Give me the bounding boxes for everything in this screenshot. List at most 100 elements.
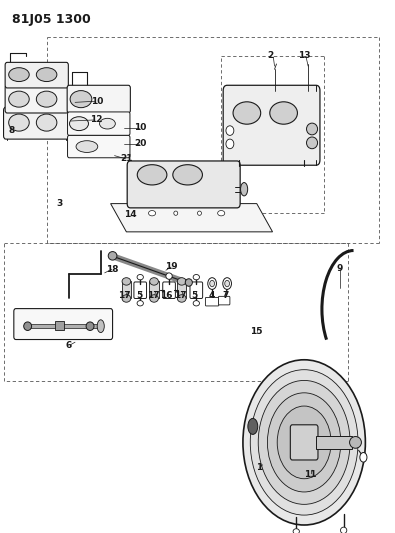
Ellipse shape [208, 278, 216, 289]
Text: 7: 7 [223, 291, 229, 300]
Text: 5: 5 [191, 291, 198, 300]
Ellipse shape [193, 301, 199, 306]
Ellipse shape [270, 102, 297, 124]
FancyBboxPatch shape [5, 62, 68, 88]
Circle shape [277, 406, 331, 479]
Text: 17: 17 [147, 291, 160, 300]
Text: 12: 12 [90, 116, 103, 124]
FancyBboxPatch shape [223, 85, 320, 165]
Ellipse shape [293, 529, 299, 533]
FancyBboxPatch shape [68, 112, 130, 135]
Bar [316, 436, 352, 449]
Bar [24, 324, 97, 328]
Text: 2: 2 [267, 52, 274, 60]
Ellipse shape [360, 453, 367, 462]
Ellipse shape [225, 280, 229, 287]
Circle shape [243, 360, 365, 525]
Ellipse shape [307, 137, 318, 149]
FancyBboxPatch shape [5, 85, 68, 113]
FancyBboxPatch shape [127, 161, 240, 208]
Text: 18: 18 [106, 265, 119, 273]
Text: 20: 20 [134, 140, 147, 148]
Ellipse shape [226, 126, 234, 135]
Text: 6: 6 [66, 341, 72, 350]
Text: 13: 13 [298, 52, 310, 60]
Bar [149, 281, 159, 298]
Text: 3: 3 [56, 199, 62, 208]
Text: 9: 9 [337, 264, 343, 272]
Text: 81J05 1300: 81J05 1300 [12, 13, 90, 26]
Ellipse shape [137, 301, 143, 306]
FancyBboxPatch shape [4, 107, 70, 139]
Ellipse shape [307, 123, 318, 135]
Text: 21: 21 [120, 155, 133, 163]
FancyBboxPatch shape [134, 282, 147, 298]
Ellipse shape [36, 91, 57, 107]
Text: 10: 10 [134, 124, 147, 132]
Ellipse shape [122, 278, 131, 285]
FancyBboxPatch shape [218, 296, 230, 305]
FancyBboxPatch shape [67, 85, 130, 113]
Ellipse shape [9, 68, 29, 82]
Ellipse shape [137, 274, 143, 280]
Ellipse shape [9, 114, 29, 131]
Ellipse shape [137, 165, 167, 185]
Text: 15: 15 [250, 327, 263, 336]
Ellipse shape [248, 418, 258, 434]
FancyBboxPatch shape [163, 282, 175, 298]
Ellipse shape [150, 278, 158, 285]
Bar [122, 281, 131, 298]
Ellipse shape [70, 91, 92, 108]
Ellipse shape [350, 437, 361, 448]
Ellipse shape [149, 211, 156, 216]
FancyBboxPatch shape [14, 309, 113, 340]
Ellipse shape [97, 320, 104, 333]
Text: 14: 14 [124, 210, 137, 219]
Ellipse shape [86, 322, 94, 330]
Ellipse shape [36, 114, 57, 131]
Ellipse shape [218, 211, 225, 216]
FancyBboxPatch shape [190, 282, 203, 298]
Ellipse shape [70, 117, 88, 131]
Ellipse shape [173, 165, 202, 185]
Circle shape [250, 370, 358, 515]
Ellipse shape [76, 141, 98, 152]
Ellipse shape [122, 295, 131, 302]
Ellipse shape [185, 279, 192, 286]
FancyBboxPatch shape [205, 297, 219, 306]
Ellipse shape [223, 278, 231, 289]
Text: 11: 11 [304, 470, 316, 479]
Text: 8: 8 [9, 126, 15, 134]
Ellipse shape [226, 139, 234, 149]
Ellipse shape [166, 273, 172, 279]
Ellipse shape [108, 252, 117, 260]
Ellipse shape [177, 278, 186, 285]
FancyBboxPatch shape [290, 425, 318, 460]
Text: 5: 5 [136, 291, 142, 300]
Ellipse shape [241, 182, 248, 196]
Ellipse shape [100, 118, 115, 129]
Polygon shape [111, 204, 273, 232]
Ellipse shape [150, 295, 158, 302]
Ellipse shape [36, 68, 57, 82]
Bar [177, 281, 186, 298]
Text: 16: 16 [160, 291, 173, 300]
Ellipse shape [9, 91, 29, 107]
Ellipse shape [174, 211, 178, 215]
Circle shape [267, 393, 341, 492]
Ellipse shape [24, 322, 32, 330]
Ellipse shape [177, 295, 186, 302]
Ellipse shape [193, 274, 199, 280]
FancyBboxPatch shape [68, 135, 130, 158]
Ellipse shape [198, 211, 201, 215]
Text: 19: 19 [166, 262, 178, 271]
Text: 17: 17 [174, 291, 187, 300]
Text: 4: 4 [208, 291, 214, 300]
Text: 10: 10 [90, 97, 103, 106]
Ellipse shape [340, 527, 347, 533]
Bar [55, 321, 64, 330]
Ellipse shape [233, 102, 261, 124]
Text: 1: 1 [256, 464, 262, 472]
Text: 17: 17 [118, 291, 131, 300]
Ellipse shape [210, 280, 214, 287]
